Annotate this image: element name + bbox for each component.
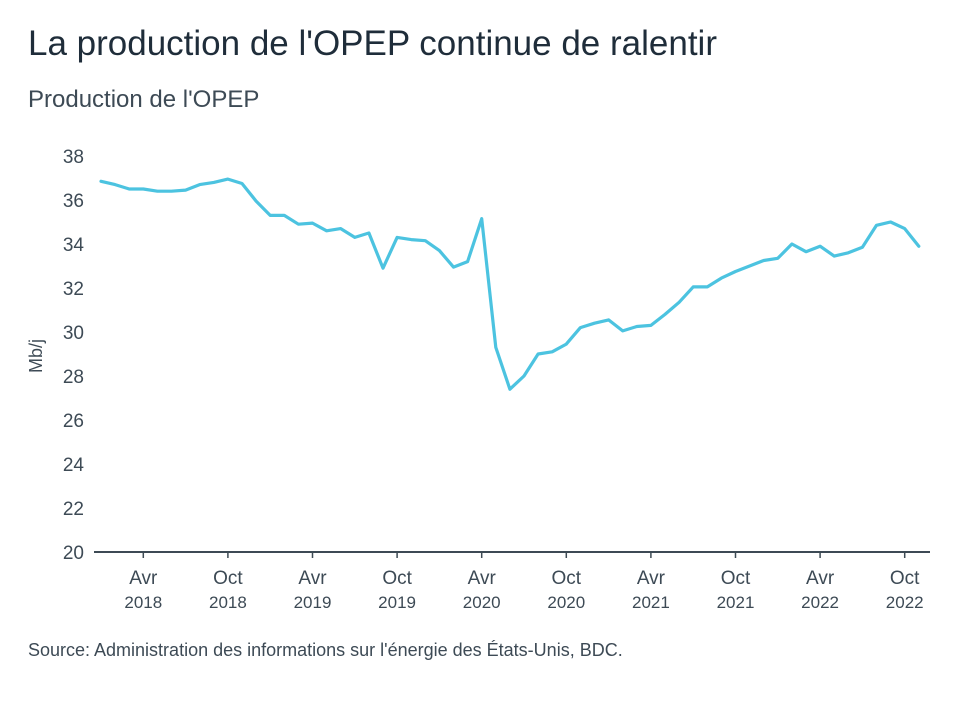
series-line (99, 177, 921, 391)
y-tick-label: 20 (63, 543, 84, 564)
chart-title: La production de l'OPEP continue de rale… (28, 24, 717, 63)
x-tick-label-month: Avr (129, 568, 158, 589)
y-tick-label: 24 (63, 455, 85, 476)
x-tick-label-year: 2020 (463, 593, 501, 612)
x-tick-label-year: 2022 (801, 593, 839, 612)
chart-subtitle: Production de l'OPEP (28, 86, 260, 113)
y-tick-label: 34 (63, 235, 85, 256)
series-layer (99, 177, 921, 391)
y-tick-label: 26 (63, 411, 84, 432)
source-note: Source: Administration des informations … (28, 640, 623, 660)
y-tick-label: 38 (63, 147, 84, 168)
x-tick-label-year: 2019 (378, 593, 416, 612)
x-tick-label-year: 2020 (547, 593, 585, 612)
x-tick-label-year: 2018 (209, 593, 247, 612)
x-tick-label-year: 2021 (632, 593, 670, 612)
x-tick-label-month: Avr (468, 568, 497, 589)
x-tick-label-month: Oct (721, 568, 751, 589)
x-tick-label-month: Oct (213, 568, 243, 589)
y-tick-label: 36 (63, 191, 84, 212)
x-tick-label-year: 2019 (294, 593, 332, 612)
x-tick-label-month: Oct (552, 568, 582, 589)
x-tick-label-year: 2021 (717, 593, 755, 612)
x-tick-label-month: Avr (806, 568, 835, 589)
y-axis-ticks: 20 22 24 26 28 30 32 34 36 38 (63, 147, 85, 564)
x-axis: Avr 2018 Oct 2018 Avr 2019 Oct 2019 Avr 2020 Oct 20… (94, 551, 930, 612)
y-axis-label: Mb/j (26, 339, 46, 373)
y-tick-label: 30 (63, 323, 84, 344)
x-tick-label-year: 2018 (124, 593, 162, 612)
y-tick-label: 28 (63, 367, 84, 388)
x-tick-label-month: Avr (637, 568, 666, 589)
y-tick-label: 32 (63, 279, 84, 300)
x-tick-label-month: Avr (298, 568, 327, 589)
x-tick-label-month: Oct (382, 568, 412, 589)
x-tick-label-month: Oct (890, 568, 920, 589)
y-tick-label: 22 (63, 499, 84, 520)
x-tick-label-year: 2022 (886, 593, 924, 612)
